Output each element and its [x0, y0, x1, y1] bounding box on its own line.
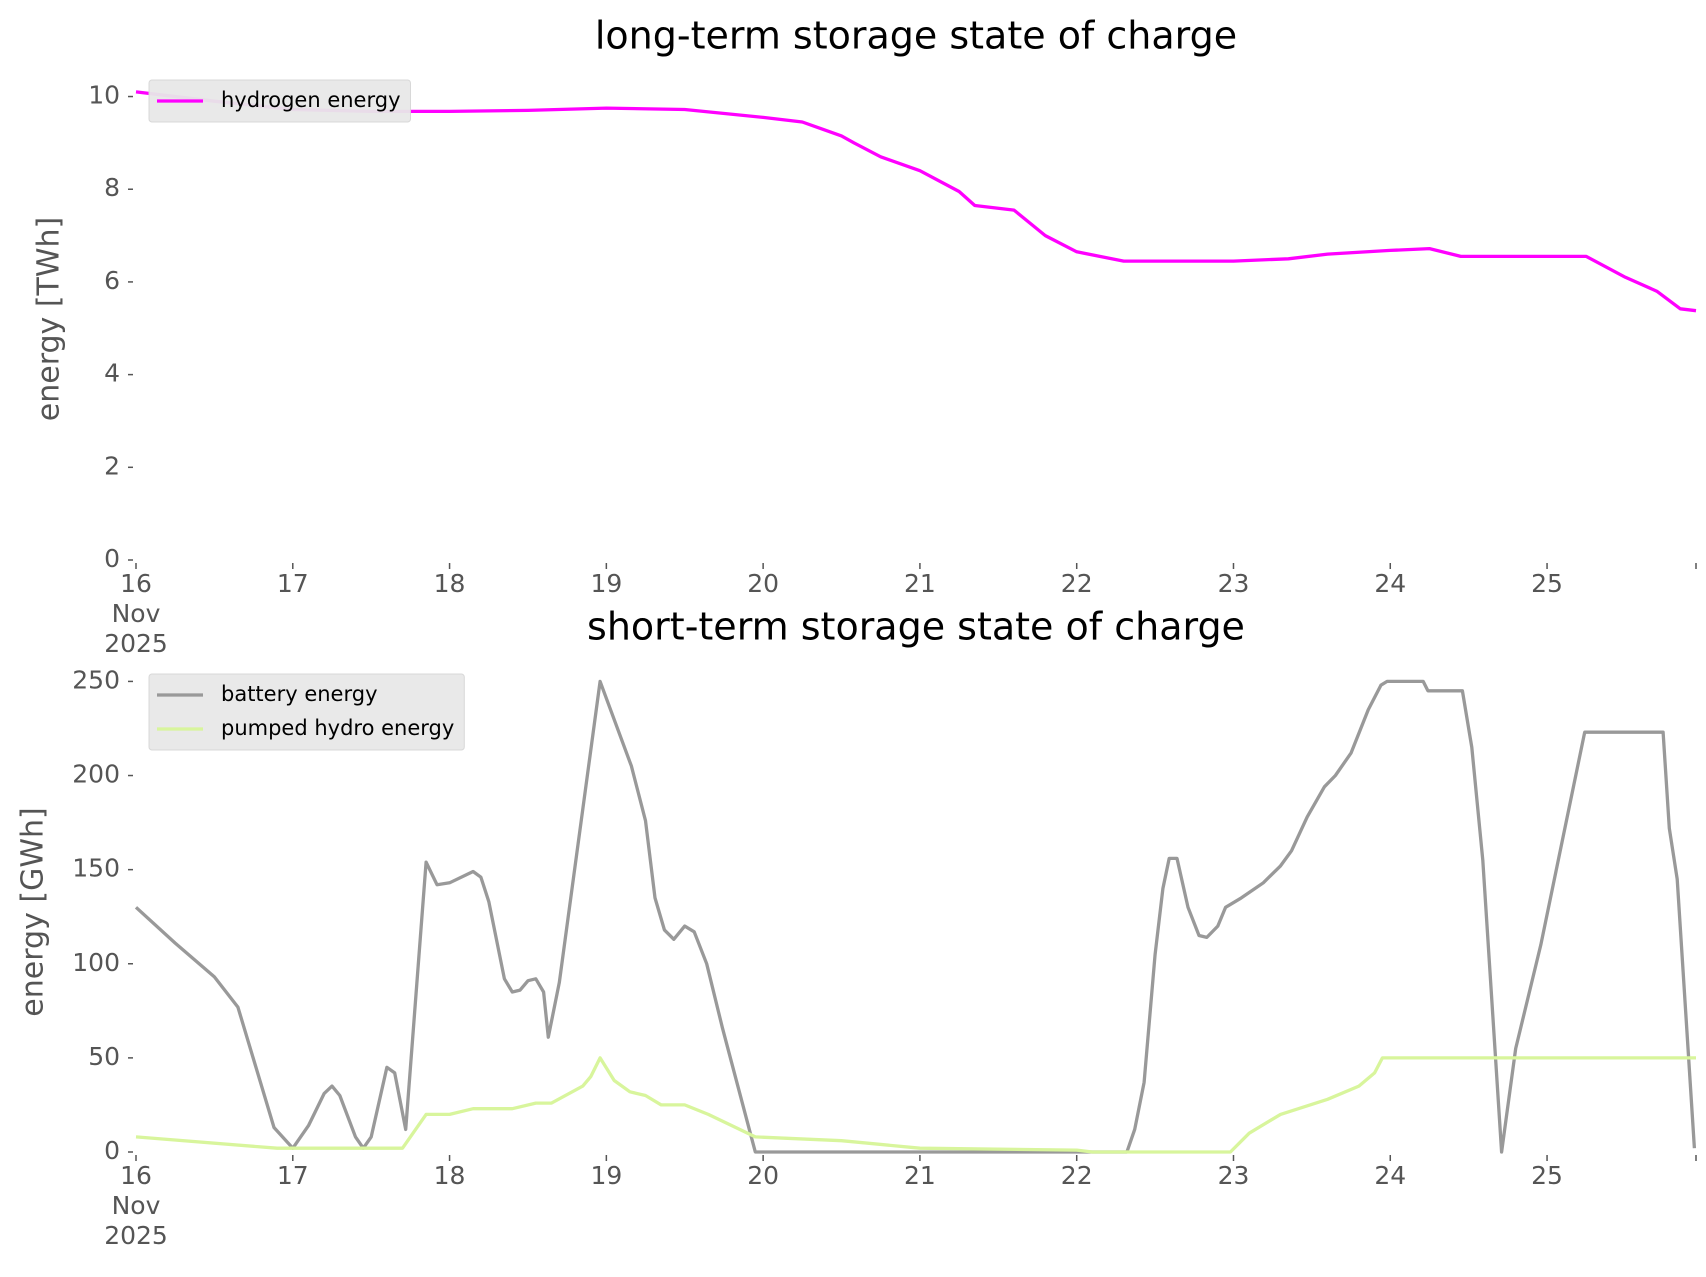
- x-tick-label: 19: [590, 1161, 622, 1190]
- x-tick-label: 17: [277, 569, 309, 598]
- y-axis-label: energy [GWh]: [16, 807, 51, 1016]
- y-tick-label: 150: [72, 854, 120, 883]
- legend-label: battery energy: [221, 682, 378, 706]
- chart-title: short-term storage state of charge: [587, 605, 1245, 649]
- x-tick-label: 25: [1531, 569, 1563, 598]
- y-tick-label: 0: [104, 544, 120, 573]
- y-tick-label: 4: [104, 359, 120, 388]
- x-tick-label-line: 2025: [104, 1221, 168, 1250]
- x-tick-label: 23: [1218, 1161, 1250, 1190]
- legend: hydrogen energy: [148, 79, 411, 123]
- x-tick-label: 24: [1374, 1161, 1406, 1190]
- y-tick-label: 2: [104, 451, 120, 480]
- legend-box: [148, 79, 411, 123]
- x-tick-label: 16 Nov 2025: [104, 569, 168, 658]
- x-tick-label: 25: [1531, 1161, 1563, 1190]
- line-series: [134, 679, 1697, 1154]
- line-series: [135, 90, 1697, 313]
- y-tick-label: 50: [88, 1042, 120, 1071]
- x-tick-label: 21: [904, 569, 936, 598]
- x-tick-label-line: 16: [120, 569, 152, 598]
- y-tick-label: 8: [104, 173, 120, 202]
- x-tick-label: 22: [1061, 1161, 1093, 1190]
- x-tick-label: 21: [904, 1161, 936, 1190]
- y-tick-label: 6: [104, 266, 120, 295]
- y-tick-label: 0: [104, 1136, 120, 1165]
- x-tick-label: 19: [590, 569, 622, 598]
- x-tick-label: 24: [1374, 569, 1406, 598]
- x-tick-label-line: Nov: [112, 599, 161, 628]
- legend: battery energy pumped hydro energy: [148, 673, 465, 751]
- chart-title: long-term storage state of charge: [595, 14, 1237, 58]
- x-tick-label: 20: [747, 1161, 779, 1190]
- x-tick-label: 18: [434, 569, 466, 598]
- x-tick-label: 20: [747, 569, 779, 598]
- legend-label: pumped hydro energy: [221, 716, 454, 740]
- y-axis-label: energy [TWh]: [32, 217, 67, 421]
- legend-box: [148, 673, 465, 751]
- legend-label: hydrogen energy: [221, 88, 401, 112]
- x-tick-label: 18: [434, 1161, 466, 1190]
- y-tick-label: 10: [88, 81, 120, 110]
- x-tick-label: 16 Nov 2025: [104, 1161, 168, 1250]
- x-tick-label: 17: [277, 1161, 309, 1190]
- x-tick-label-line: 16: [120, 1161, 152, 1190]
- x-tick-label: 22: [1061, 569, 1093, 598]
- y-tick-label: 100: [72, 948, 120, 977]
- line-series: [135, 1056, 1696, 1154]
- y-tick-label: 200: [72, 760, 120, 789]
- x-tick-label-line: 2025: [104, 629, 168, 658]
- y-tick-label: 250: [72, 665, 120, 694]
- x-tick-label-line: Nov: [112, 1191, 161, 1220]
- x-tick-label: 23: [1218, 569, 1250, 598]
